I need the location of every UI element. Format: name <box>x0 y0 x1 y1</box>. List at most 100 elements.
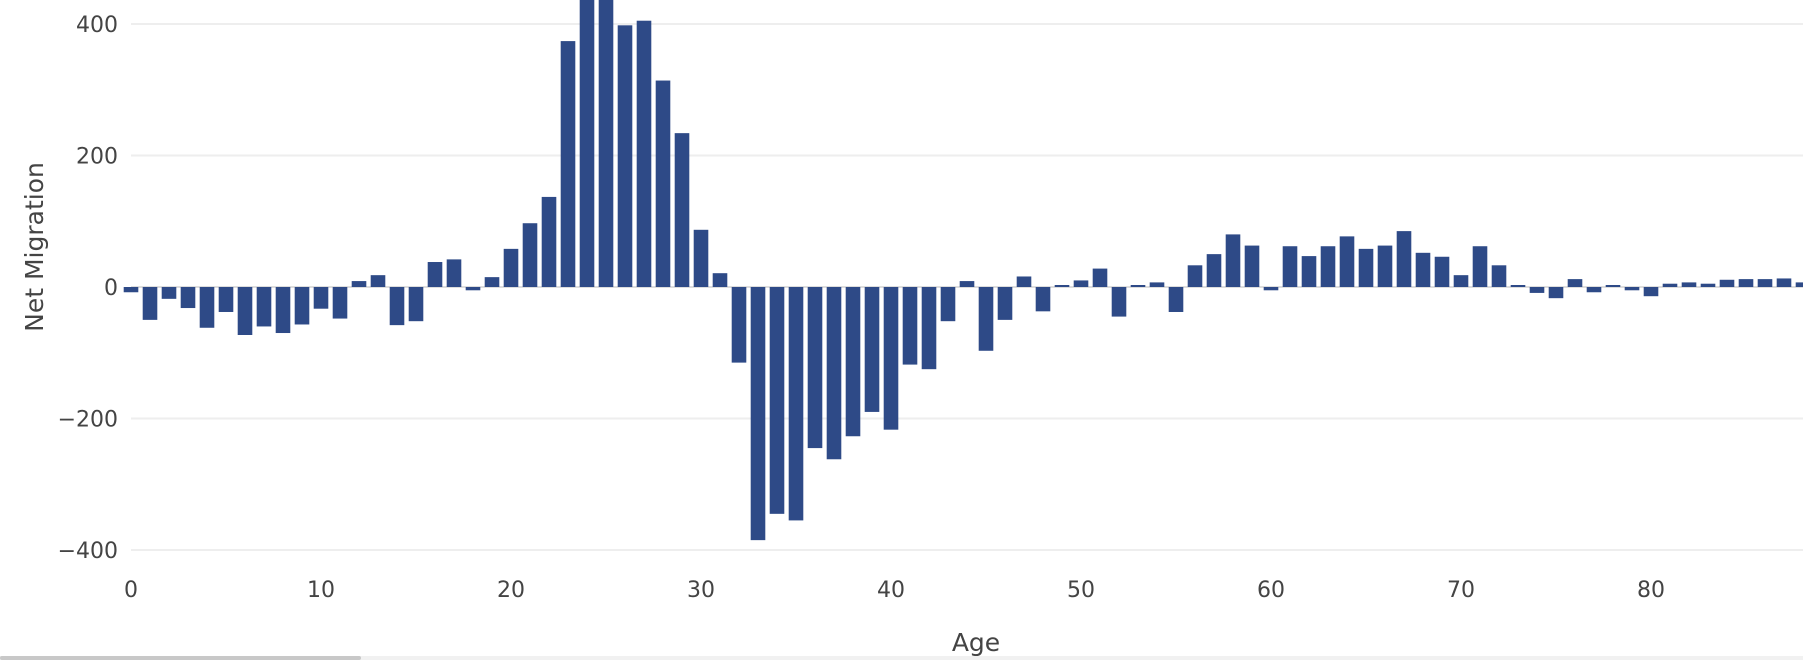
bar <box>1700 283 1716 287</box>
bar <box>1092 268 1108 287</box>
bar <box>237 287 253 335</box>
y-tick-label: 0 <box>104 276 118 301</box>
bar <box>750 287 766 541</box>
bar <box>1681 282 1697 287</box>
bar <box>1187 265 1203 287</box>
bar <box>541 196 557 287</box>
x-axis-title: Age <box>952 628 1000 657</box>
bar <box>997 287 1013 320</box>
bar <box>389 287 405 326</box>
bar <box>484 277 500 287</box>
x-tick-label: 10 <box>307 578 335 603</box>
y-tick-label: −400 <box>58 539 118 564</box>
bar <box>655 80 671 287</box>
bar <box>256 287 272 327</box>
bar <box>1054 285 1070 287</box>
bar <box>1225 234 1241 287</box>
x-tick-label: 80 <box>1637 578 1665 603</box>
bar <box>1339 236 1355 287</box>
y-tick-label: −200 <box>58 408 118 433</box>
bar <box>522 223 538 287</box>
bar <box>1795 282 1803 287</box>
x-tick-label: 40 <box>877 578 905 603</box>
bar <box>712 273 728 287</box>
bar <box>1776 278 1792 287</box>
y-tick-label: 200 <box>76 145 118 170</box>
x-tick-label: 60 <box>1257 578 1285 603</box>
y-axis-title: Net Migration <box>20 162 49 332</box>
bar <box>1529 287 1545 293</box>
y-tick-labels: −400 −200 0 200 400 <box>58 13 118 564</box>
bar <box>427 262 443 287</box>
bar <box>313 287 329 309</box>
bar <box>446 259 462 287</box>
bar <box>1130 285 1146 287</box>
bar <box>1643 287 1659 297</box>
bar <box>959 281 975 287</box>
bar <box>1073 280 1089 287</box>
bar <box>883 287 899 430</box>
bar <box>1662 283 1678 287</box>
bar <box>560 41 576 287</box>
bar <box>1548 287 1564 299</box>
bar <box>1244 245 1260 287</box>
horizontal-scrollbar-track[interactable] <box>0 656 1803 660</box>
bar <box>1624 287 1640 291</box>
bar <box>1396 231 1412 287</box>
bar <box>1301 256 1317 287</box>
bar <box>1206 254 1222 287</box>
bar <box>807 287 823 449</box>
bar <box>617 25 633 287</box>
bar <box>1738 279 1754 287</box>
bar <box>275 287 291 334</box>
bar <box>1510 285 1526 287</box>
bar <box>123 287 139 293</box>
bar <box>1282 246 1298 287</box>
bar <box>142 287 158 320</box>
bar <box>579 0 595 287</box>
bar <box>351 281 367 287</box>
bar <box>902 287 918 365</box>
bars <box>123 0 1803 541</box>
bar <box>161 287 177 299</box>
bar <box>503 248 519 287</box>
bar <box>769 287 785 514</box>
bar <box>731 287 747 363</box>
bar <box>674 133 690 287</box>
bar <box>1491 265 1507 287</box>
bar <box>1567 279 1583 287</box>
bar <box>180 287 196 309</box>
bar <box>978 287 994 351</box>
horizontal-scrollbar-thumb[interactable] <box>0 656 361 660</box>
bar <box>1016 276 1032 287</box>
y-tick-label: 400 <box>76 13 118 38</box>
bar <box>465 287 481 291</box>
bar <box>294 287 310 325</box>
bar <box>1605 285 1621 287</box>
bar <box>940 287 956 322</box>
bar <box>1757 279 1773 287</box>
bar <box>1434 256 1450 287</box>
bar <box>218 287 234 312</box>
bar <box>826 287 842 460</box>
bar <box>693 229 709 287</box>
x-tick-label: 20 <box>497 578 525 603</box>
bar <box>1149 282 1165 287</box>
x-tick-label: 70 <box>1447 578 1475 603</box>
bar <box>199 287 215 328</box>
x-tick-label: 30 <box>687 578 715 603</box>
x-tick-label: 50 <box>1067 578 1095 603</box>
bar <box>598 0 614 287</box>
bar <box>636 20 652 288</box>
bar <box>1377 245 1393 287</box>
bar <box>1035 287 1051 312</box>
bar <box>332 287 348 319</box>
x-tick-label: 0 <box>124 578 138 603</box>
bar <box>1358 248 1374 287</box>
bar <box>1263 287 1279 291</box>
bar <box>1472 246 1488 287</box>
bar <box>408 287 424 322</box>
bar <box>1168 287 1184 312</box>
bar <box>845 287 861 437</box>
